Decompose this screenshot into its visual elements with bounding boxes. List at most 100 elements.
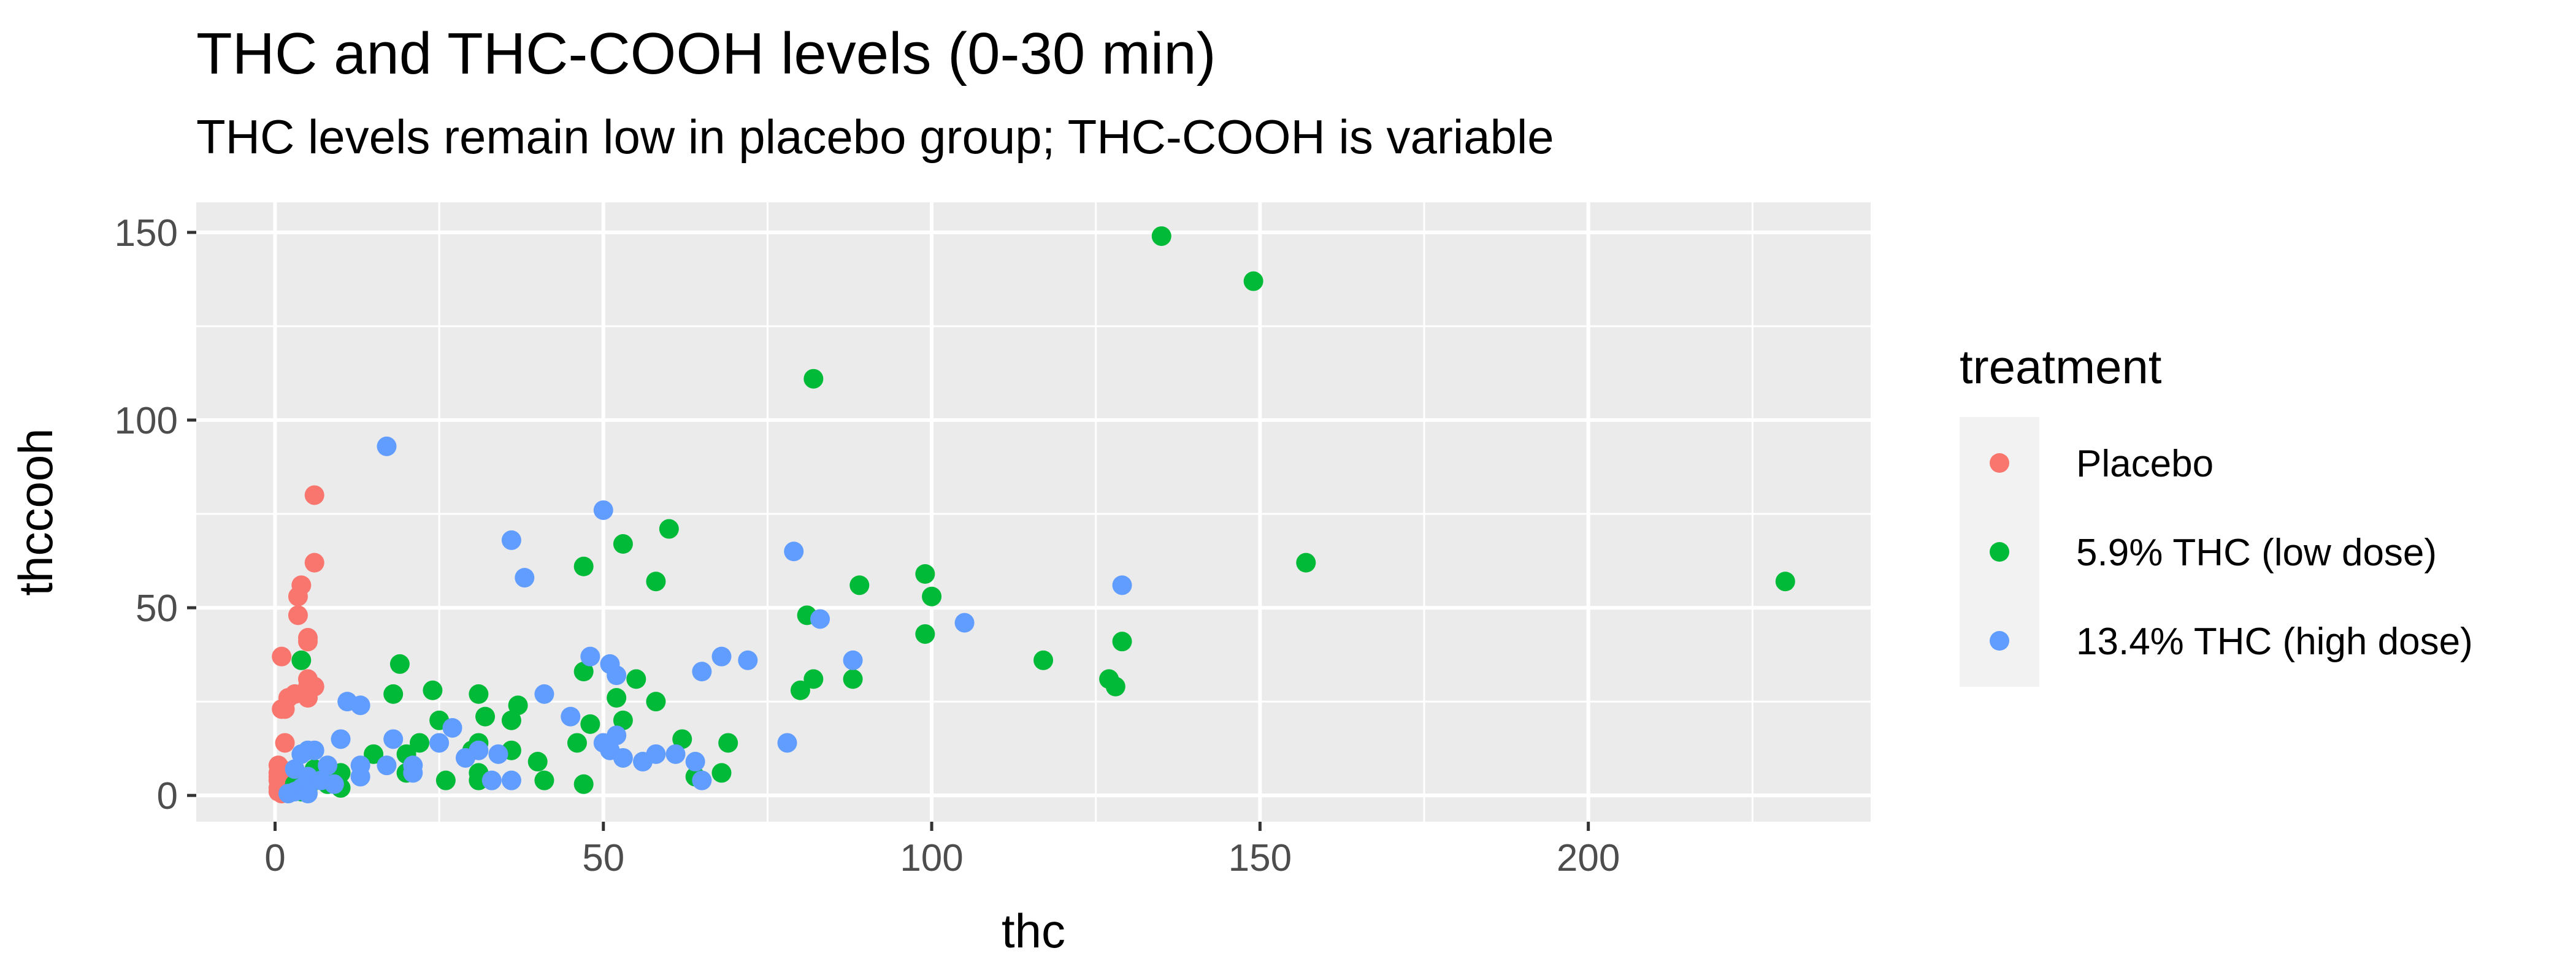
data-point [692,662,712,682]
data-point [278,784,298,804]
series-13-4-thc-high-dose [278,436,1132,804]
data-point [659,519,679,539]
data-point [488,744,508,764]
data-point [389,654,410,674]
data-point [377,436,397,456]
data-point [922,586,942,606]
data-point [646,744,666,764]
data-point [298,784,318,804]
data-point [665,744,686,764]
data-point [711,646,732,667]
y-tick-label: 0 [157,775,178,817]
data-point [501,530,521,550]
data-point [1243,271,1263,291]
data-point [607,688,627,708]
chart-title: THC and THC-COOH levels (0-30 min) [196,21,1216,86]
data-point [784,541,804,562]
data-point [580,646,600,667]
x-tick-label: 100 [900,837,963,879]
data-point [567,733,587,753]
data-point [410,733,429,753]
data-point [383,729,404,749]
data-point [304,552,324,573]
data-point [429,733,450,753]
data-point [1112,632,1132,652]
data-point [350,767,370,787]
data-point [1775,572,1795,592]
x-tick-label: 150 [1229,837,1292,879]
data-point [843,650,863,670]
data-point [1112,575,1132,595]
data-point [803,369,824,389]
data-point [711,763,732,783]
data-point [455,748,475,768]
legend: treatment Placebo 5.9% THC (low dose) 13.4… [1960,340,2473,687]
data-point [272,646,292,667]
plot-background [196,202,1871,822]
data-point [534,684,554,704]
data-point [646,572,666,592]
data-point [364,744,384,764]
minor-gridlines [196,202,1871,822]
y-tick-label: 50 [136,587,178,630]
legend-label: 13.4% THC (high dose) [2076,621,2473,663]
data-point [810,609,830,629]
data-point [442,717,462,738]
data-point [573,774,594,794]
data-point [288,586,308,606]
data-point [435,770,456,790]
data-point [843,669,863,689]
data-point [324,774,344,794]
data-point [403,763,423,783]
plot-panel [196,202,1871,822]
data-points [268,226,1795,804]
data-point [1033,650,1054,670]
x-tick-label: 200 [1557,837,1620,879]
data-point [685,752,705,772]
data-point [288,605,308,625]
data-point [527,752,548,772]
data-point [954,613,975,633]
y-axis-title: thccooh [9,428,63,595]
legend-title: treatment [1960,340,2162,394]
chart-subtitle: THC levels remain low in placebo group; … [196,110,1554,164]
data-point [337,692,358,712]
data-point [423,680,443,700]
data-point [613,534,633,554]
data-point [561,706,581,727]
data-point [508,695,528,716]
data-point [1105,676,1125,697]
data-point [515,568,535,588]
y-axis: 0 50 100 150 [115,212,196,817]
x-tick-label: 0 [264,837,285,879]
data-point [1296,552,1316,573]
data-point [501,710,521,730]
data-point [718,733,738,753]
legend-label: 5.9% THC (low dose) [2076,532,2437,574]
data-point [298,632,318,652]
data-point [298,688,318,708]
y-tick-label: 150 [115,212,178,254]
data-point [613,710,633,730]
data-point [481,770,502,790]
data-point [318,755,338,776]
data-point [1151,226,1171,247]
data-point [580,714,600,734]
series-placebo [268,485,324,804]
data-point [534,770,554,790]
data-point [803,669,824,689]
data-point [475,706,496,727]
legend-key [1990,453,2009,473]
data-point [573,662,594,682]
legend-label: Placebo [2076,443,2214,485]
data-point [593,500,613,520]
data-point [469,684,489,704]
legend-key [1990,542,2009,562]
legend-key [1990,631,2009,651]
data-point [849,575,870,595]
data-point [915,624,935,644]
data-point [573,556,594,576]
data-point [613,748,633,768]
data-point [275,699,295,719]
